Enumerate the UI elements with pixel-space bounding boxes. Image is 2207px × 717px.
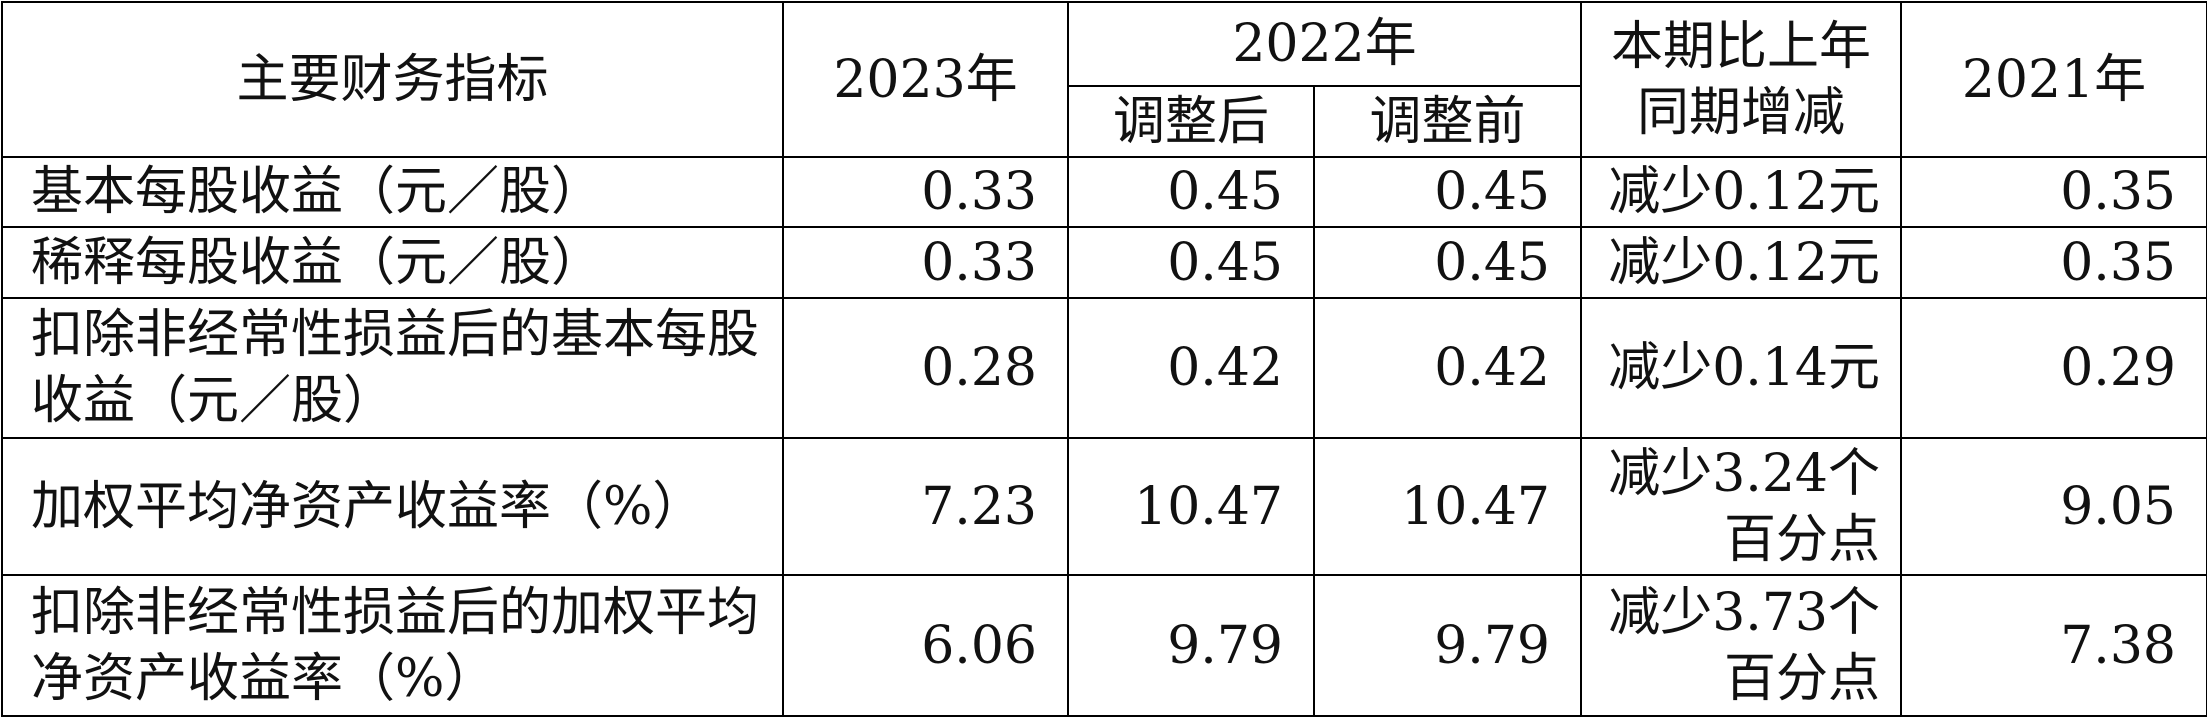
cell: 10.47: [1313, 437, 1582, 576]
cell: 0.29: [1900, 297, 2207, 439]
header-cell: 2021年: [1900, 1, 2207, 158]
cell: 9.79: [1067, 574, 1315, 717]
subheader-cell: 调整后: [1067, 85, 1315, 158]
data-row: 加权平均净资产收益率（%） 7.23 10.47 10.47 减少3.24个百分点 9.0…: [1, 437, 2207, 576]
cell: 0.33: [782, 226, 1069, 299]
header-row: 主要财务指标 2023年 2022年 本期比上年同期增减 2021年: [1, 1, 2207, 158]
cell: 减少3.73个百分点: [1580, 574, 1902, 717]
header-cell: 主要财务指标: [1, 1, 784, 158]
cell: 减少3.24个百分点: [1580, 437, 1902, 576]
data-row: 稀释每股收益（元／股） 0.33 0.45 0.45 减少0.12元 0.35: [1, 226, 2207, 299]
subheader-row: 调整后 调整前: [2, 85, 2207, 158]
header-cell: 2023年: [782, 1, 1069, 158]
cell: 6.06: [782, 574, 1069, 717]
cell: 0.45: [1313, 156, 1582, 228]
cell: 0.35: [1900, 226, 2207, 299]
subheader-cell: 调整前: [1313, 85, 1582, 158]
cell: 10.47: [1067, 437, 1315, 576]
row-label: 基本每股收益（元／股）: [1, 156, 784, 228]
cell: 0.45: [1313, 226, 1582, 299]
cell: 0.33: [782, 156, 1069, 228]
cell: 9.79: [1313, 574, 1582, 717]
cell: 0.42: [1313, 297, 1582, 439]
cell: 9.05: [1900, 437, 2207, 576]
data-row: 扣除非经常性损益后的加权平均净资产收益率（%） 6.06 9.79 9.79 减少3.7…: [1, 574, 2207, 717]
data-row: 扣除非经常性损益后的基本每股收益（元／股） 0.28 0.42 0.42 减少0.14元…: [1, 297, 2207, 439]
header-cell: 2022年: [1067, 1, 1582, 87]
cell: 7.38: [1900, 574, 2207, 717]
row-label: 扣除非经常性损益后的加权平均净资产收益率（%）: [1, 574, 784, 717]
cell: 减少0.14元: [1580, 297, 1902, 439]
header-cell: 本期比上年同期增减: [1580, 1, 1902, 158]
cell: 0.42: [1067, 297, 1315, 439]
cell: 0.45: [1067, 226, 1315, 299]
cell: 减少0.12元: [1580, 156, 1902, 228]
row-label: 加权平均净资产收益率（%）: [1, 437, 784, 576]
cell: 0.28: [782, 297, 1069, 439]
cell: 7.23: [782, 437, 1069, 576]
row-label: 扣除非经常性损益后的基本每股收益（元／股）: [1, 297, 784, 439]
cell: 0.35: [1900, 156, 2207, 228]
data-row: 基本每股收益（元／股） 0.33 0.45 0.45 减少0.12元 0.35: [1, 156, 2207, 228]
row-label: 稀释每股收益（元／股）: [1, 226, 784, 299]
cell: 0.45: [1067, 156, 1315, 228]
cell: 减少0.12元: [1580, 226, 1902, 299]
